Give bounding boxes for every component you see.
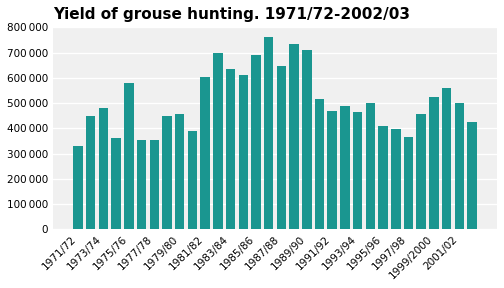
Text: Yield of grouse hunting. 1971/72-2002/03: Yield of grouse hunting. 1971/72-2002/03 bbox=[53, 7, 410, 22]
Bar bbox=[99, 108, 108, 230]
Bar bbox=[442, 88, 452, 230]
Bar bbox=[302, 50, 311, 230]
Bar bbox=[379, 126, 388, 230]
Bar bbox=[416, 114, 426, 230]
Bar bbox=[365, 103, 375, 230]
Bar bbox=[455, 103, 464, 230]
Bar bbox=[137, 141, 146, 230]
Bar bbox=[226, 69, 235, 230]
Bar bbox=[201, 77, 210, 230]
Bar bbox=[328, 111, 337, 230]
Bar bbox=[404, 137, 413, 230]
Bar bbox=[86, 116, 95, 230]
Bar bbox=[315, 99, 324, 230]
Bar bbox=[429, 97, 439, 230]
Bar bbox=[467, 122, 477, 230]
Bar bbox=[340, 106, 350, 230]
Bar bbox=[277, 67, 286, 230]
Bar bbox=[124, 83, 134, 230]
Bar bbox=[353, 112, 362, 230]
Bar bbox=[264, 37, 274, 230]
Bar bbox=[111, 139, 121, 230]
Bar bbox=[73, 146, 83, 230]
Bar bbox=[187, 131, 197, 230]
Bar bbox=[238, 75, 248, 230]
Bar bbox=[150, 140, 159, 230]
Bar bbox=[391, 129, 401, 230]
Bar bbox=[251, 55, 261, 230]
Bar bbox=[289, 44, 299, 230]
Bar bbox=[213, 52, 223, 230]
Bar bbox=[162, 116, 172, 230]
Bar bbox=[175, 114, 184, 230]
